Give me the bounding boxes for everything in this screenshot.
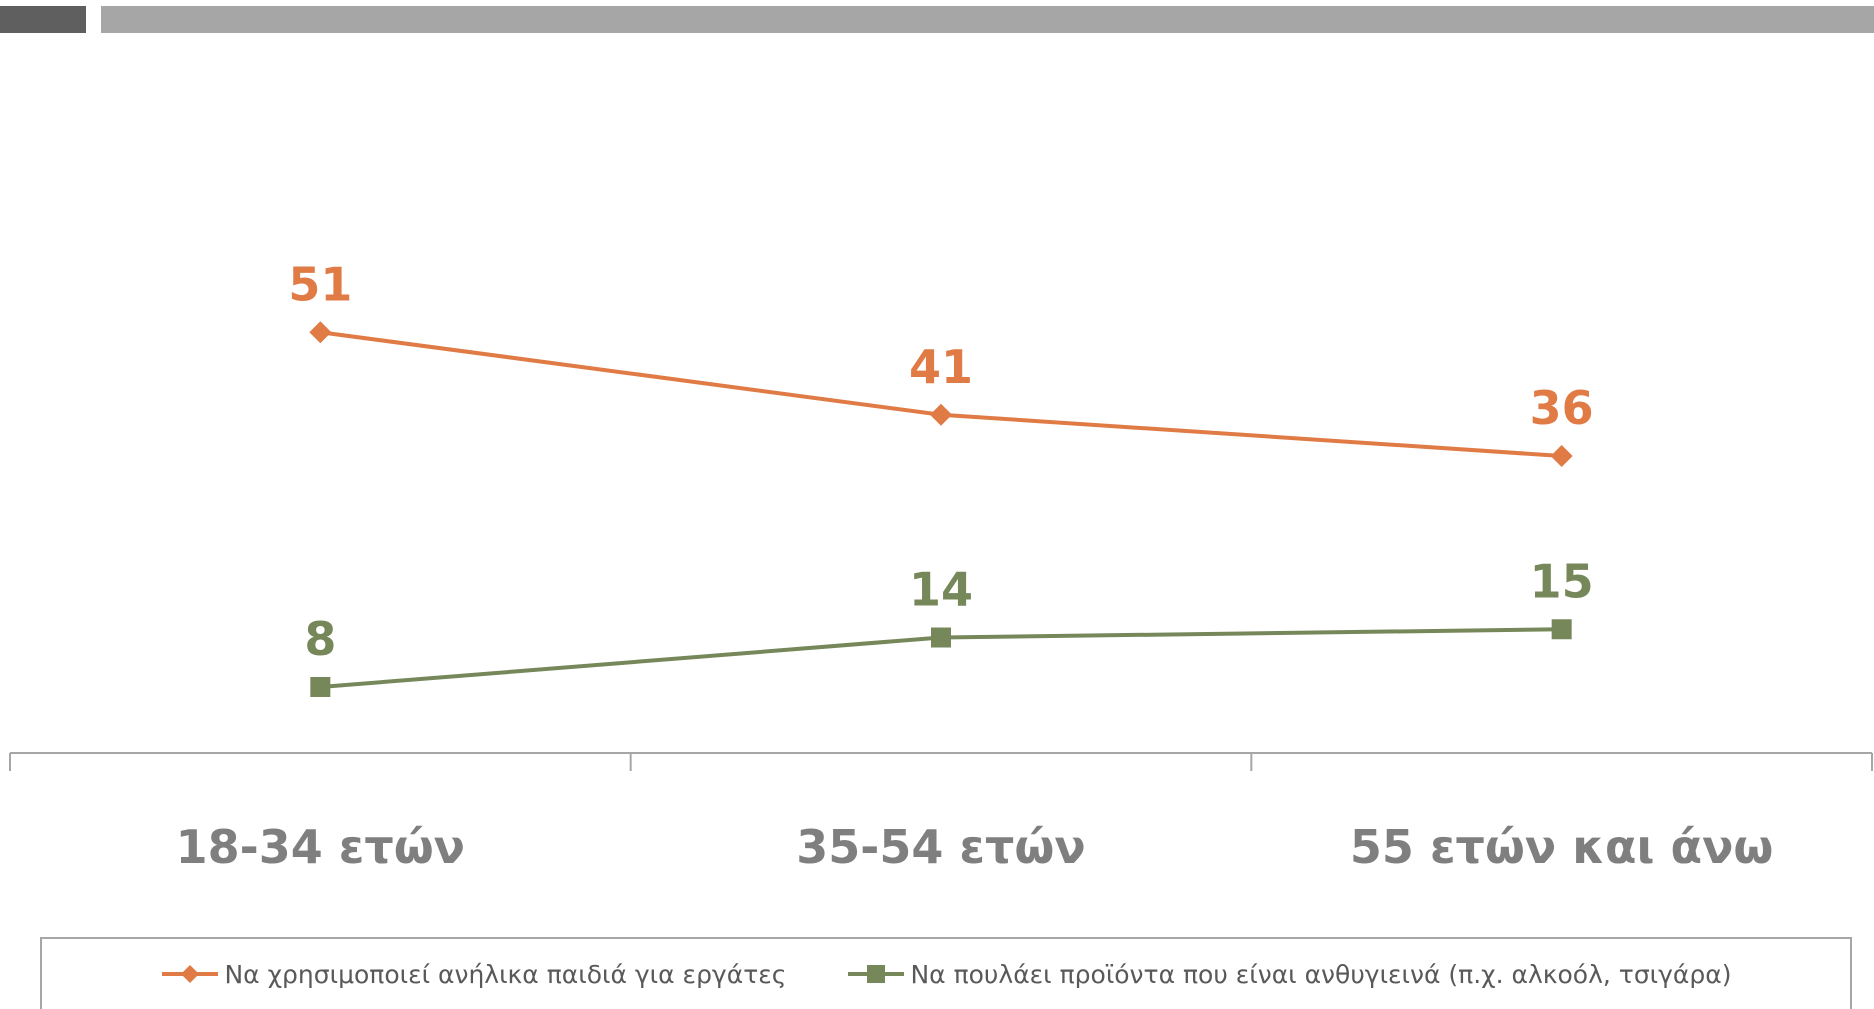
data-point-diamond xyxy=(309,321,332,344)
line-chart: 51 41 36 8 14 15 18-34 ετών 35-54 ετών 55 ετών … xyxy=(9,257,1873,874)
x-axis xyxy=(9,752,1873,771)
data-label: 8 xyxy=(304,612,336,666)
header-bar-light xyxy=(101,6,1874,33)
data-point-diamond xyxy=(930,403,952,426)
category-label: 55 ετών και άνω xyxy=(1350,820,1773,874)
data-point-square xyxy=(931,627,951,648)
diamond-marker-icon xyxy=(162,965,219,983)
data-label: 51 xyxy=(288,257,352,311)
legend-label-series-2: Να πουλάει προϊόντα που είναι ανθυγιεινά… xyxy=(910,959,1732,989)
data-label: 14 xyxy=(909,563,973,617)
legend: Να χρησιμοποιεί ανήλικα παιδιά για εργάτ… xyxy=(40,937,1852,1009)
data-point-square xyxy=(310,677,331,697)
header-bar-dark xyxy=(0,6,86,33)
legend-item-series-2: Να πουλάει προϊόντα που είναι ανθυγιεινά… xyxy=(846,959,1732,989)
category-label: 35-54 ετών xyxy=(796,820,1085,874)
square-marker-icon xyxy=(848,965,905,983)
data-label: 15 xyxy=(1530,554,1594,608)
legend-item-series-1: Να χρησιμοποιεί ανήλικα παιδιά για εργάτ… xyxy=(160,960,786,989)
data-label: 36 xyxy=(1530,381,1594,435)
category-labels: 18-34 ετών 35-54 ετών 55 ετών και άνω xyxy=(176,820,1774,874)
data-label: 41 xyxy=(909,340,973,394)
series-lines xyxy=(309,321,1573,697)
data-labels: 51 41 36 8 14 15 xyxy=(288,257,1593,666)
legend-label-series-1: Να χρησιμοποιεί ανήλικα παιδιά για εργάτ… xyxy=(224,959,787,989)
data-point-square xyxy=(1551,619,1572,640)
category-label: 18-34 ετών xyxy=(176,820,465,874)
data-point-diamond xyxy=(1550,445,1573,467)
